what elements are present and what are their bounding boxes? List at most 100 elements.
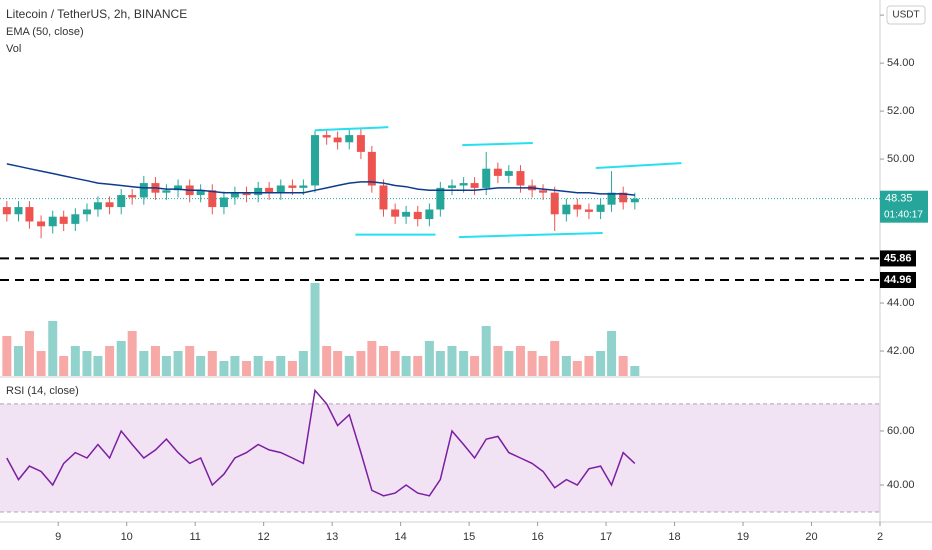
candle-body bbox=[619, 192, 628, 203]
volume-bar bbox=[322, 346, 332, 376]
x-tick-label: 11 bbox=[189, 531, 200, 543]
volume-bar bbox=[607, 331, 617, 376]
price-label-box bbox=[880, 250, 916, 267]
volume-bar bbox=[344, 356, 354, 376]
candle-body bbox=[162, 190, 171, 193]
x-tick-label: 10 bbox=[121, 531, 133, 543]
candle-body bbox=[379, 185, 388, 210]
candle-body bbox=[596, 204, 605, 212]
volume-bar bbox=[48, 321, 58, 376]
volume-bar bbox=[447, 346, 457, 376]
volume-bar bbox=[105, 346, 115, 376]
volume-bar bbox=[504, 351, 514, 376]
volume-bar bbox=[367, 341, 377, 376]
candle-body bbox=[322, 135, 331, 138]
candle-body bbox=[288, 185, 297, 188]
rsi-label: RSI (14, close) bbox=[6, 385, 79, 397]
candle-body bbox=[550, 192, 559, 215]
x-tick-label: 9 bbox=[55, 531, 61, 543]
candle-body bbox=[208, 190, 217, 208]
candle-body bbox=[470, 183, 479, 188]
volume-bar bbox=[13, 346, 23, 376]
candle-body bbox=[71, 214, 80, 224]
last-price-label: 48.35 bbox=[885, 193, 913, 205]
volume-bar bbox=[82, 351, 92, 376]
x-tick-label: 15 bbox=[463, 531, 475, 543]
candle-body bbox=[128, 195, 137, 198]
candle-body bbox=[265, 187, 274, 193]
volume-bar bbox=[139, 351, 149, 376]
currency[interactable]: USDT bbox=[892, 10, 919, 21]
x-tick-label: 16 bbox=[531, 531, 543, 543]
rsi-y-tick-label: 40.00 bbox=[887, 479, 915, 491]
volume-bar bbox=[356, 351, 366, 376]
volume-bar bbox=[390, 351, 400, 376]
volume-bar bbox=[287, 361, 297, 376]
x-tick-label: 12 bbox=[258, 531, 270, 543]
volume-bar bbox=[219, 361, 229, 376]
volume-bar bbox=[173, 351, 183, 376]
candle-body bbox=[174, 185, 183, 191]
candle-body bbox=[482, 168, 491, 188]
volume-bar bbox=[253, 356, 263, 376]
indicator-label: EMA (50, close) bbox=[6, 26, 84, 38]
candle-body bbox=[356, 135, 365, 152]
x-tick-label: 14 bbox=[394, 531, 406, 543]
volume-bar bbox=[230, 356, 240, 376]
x-tick-label: 18 bbox=[668, 531, 680, 543]
volume-bar bbox=[333, 351, 343, 376]
candle-body bbox=[230, 192, 239, 198]
candle-body bbox=[459, 183, 468, 186]
volume-bar bbox=[379, 346, 389, 376]
candle-body bbox=[311, 135, 320, 186]
volume-bar bbox=[150, 346, 160, 376]
candle-body bbox=[139, 183, 148, 198]
candle-body bbox=[276, 185, 285, 193]
candle-body bbox=[25, 207, 34, 222]
y-tick-label: 52.00 bbox=[887, 105, 915, 117]
candle-body bbox=[333, 137, 342, 143]
candle-body bbox=[584, 209, 593, 212]
candle-body bbox=[425, 209, 434, 220]
y-tick-label: 42.00 bbox=[887, 345, 915, 357]
volume-bar bbox=[435, 351, 445, 376]
candle-body bbox=[413, 211, 422, 220]
x-tick-label: 19 bbox=[737, 531, 749, 543]
x-tick-label: 2 bbox=[877, 531, 883, 543]
candle-body bbox=[2, 207, 11, 215]
countdown: 01:40:17 bbox=[884, 209, 923, 220]
volume-bar bbox=[127, 331, 137, 376]
volume-bar bbox=[298, 351, 308, 376]
candle-body bbox=[37, 221, 46, 227]
volume-bar bbox=[572, 361, 582, 376]
currency-box[interactable] bbox=[886, 5, 926, 25]
volume-bar bbox=[59, 356, 69, 376]
volume-bar bbox=[310, 283, 320, 376]
volume-bar bbox=[116, 341, 126, 376]
volume-bar bbox=[70, 346, 80, 376]
y-tick-label: 50.00 bbox=[887, 153, 915, 165]
volume-bar bbox=[185, 346, 195, 376]
volume-bar bbox=[264, 361, 274, 376]
candle-body bbox=[516, 171, 525, 186]
candle-body bbox=[504, 171, 513, 176]
candle-body bbox=[402, 211, 411, 217]
volume-bar bbox=[161, 356, 171, 376]
volume-bar bbox=[413, 356, 423, 376]
volume-bar bbox=[561, 356, 571, 376]
trendline bbox=[462, 142, 533, 147]
volume-bar bbox=[596, 351, 606, 376]
candle-body bbox=[436, 187, 445, 210]
candle-body bbox=[219, 197, 228, 208]
candle-body bbox=[105, 202, 114, 208]
volume-bar bbox=[93, 356, 103, 376]
candle-body bbox=[345, 135, 354, 143]
candle-body bbox=[607, 192, 616, 205]
trendline bbox=[314, 126, 389, 132]
volume-bar bbox=[618, 356, 628, 376]
trendline bbox=[595, 162, 682, 169]
volume-bar bbox=[424, 341, 434, 376]
trendline bbox=[458, 231, 603, 239]
